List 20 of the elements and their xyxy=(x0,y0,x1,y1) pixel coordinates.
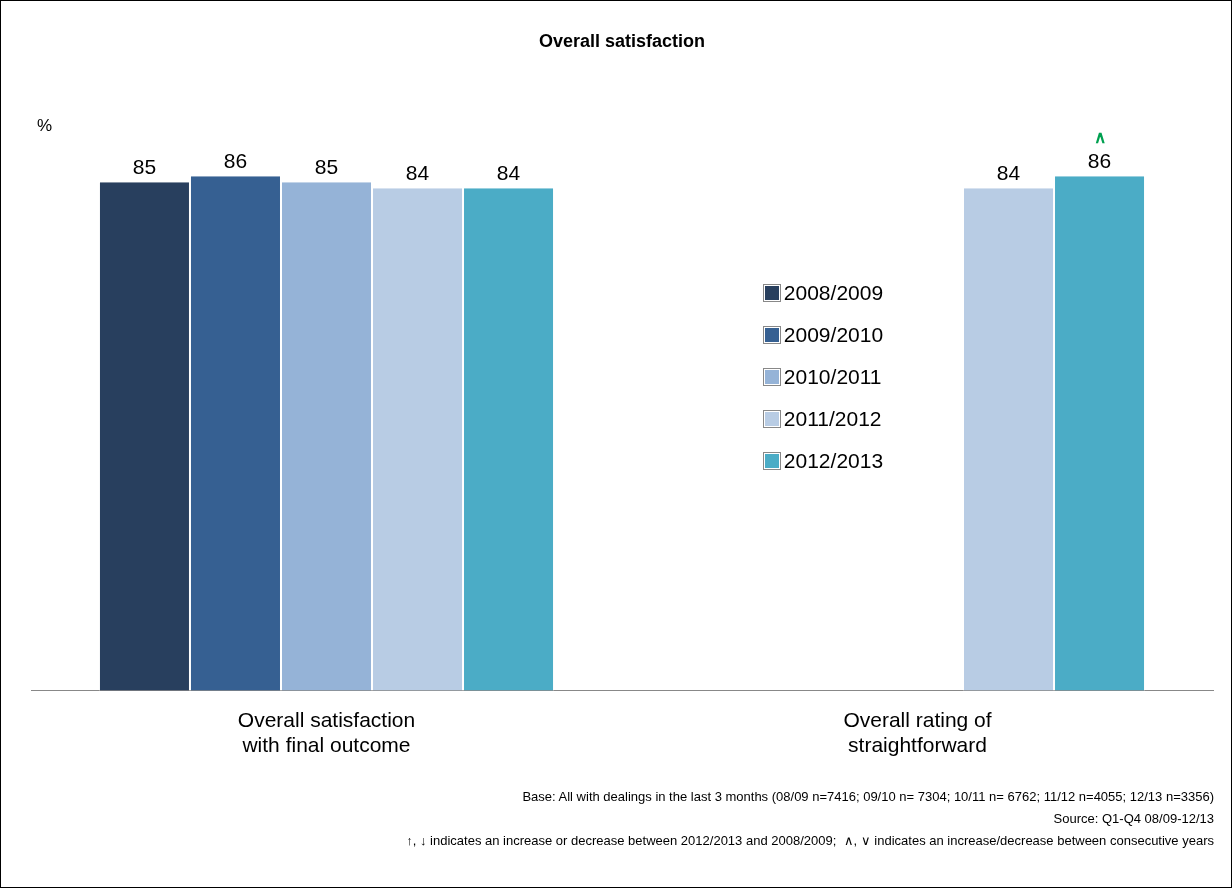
legend-label: 2008/2009 xyxy=(783,281,884,305)
x-tick-label: Overall rating of straightforward xyxy=(843,708,992,757)
y-axis-title: % xyxy=(37,115,53,135)
legend-label: 2010/2011 xyxy=(783,365,882,389)
legend-label: 2011/2012 xyxy=(783,407,882,431)
data-label: 84 xyxy=(405,160,430,184)
text: Base: All with dealings in the last 3 months (08/09 n=7416; 09/10 n= 7304; 10/11 n= 6762; 11/12 n=4055; 12/13 n=3356) xyxy=(522,788,1214,804)
data-label: 84 xyxy=(496,160,521,184)
data-label: 84 xyxy=(996,160,1021,184)
legend-label: 2012/2013 xyxy=(783,449,884,473)
chart-title: Overall satisfaction xyxy=(538,30,706,51)
legend-label: 2009/2010 xyxy=(783,323,884,347)
data-label: 86 xyxy=(1087,148,1112,172)
data-label: 85 xyxy=(132,154,157,178)
source-note: Source: Q1-Q4 08/09-12/13 xyxy=(1053,810,1214,826)
text: ∧ xyxy=(1093,127,1106,147)
text: ↑, ↓ indicates an increase or decrease between 2012/2013 and 2008/2009; ∧, ∨ indicates an increase/decrease between consecutive years xyxy=(406,832,1215,848)
x-tick-label: Overall satisfaction with final outcome xyxy=(237,708,416,757)
data-label: 86 xyxy=(223,148,248,172)
data-label: 85 xyxy=(314,154,339,178)
